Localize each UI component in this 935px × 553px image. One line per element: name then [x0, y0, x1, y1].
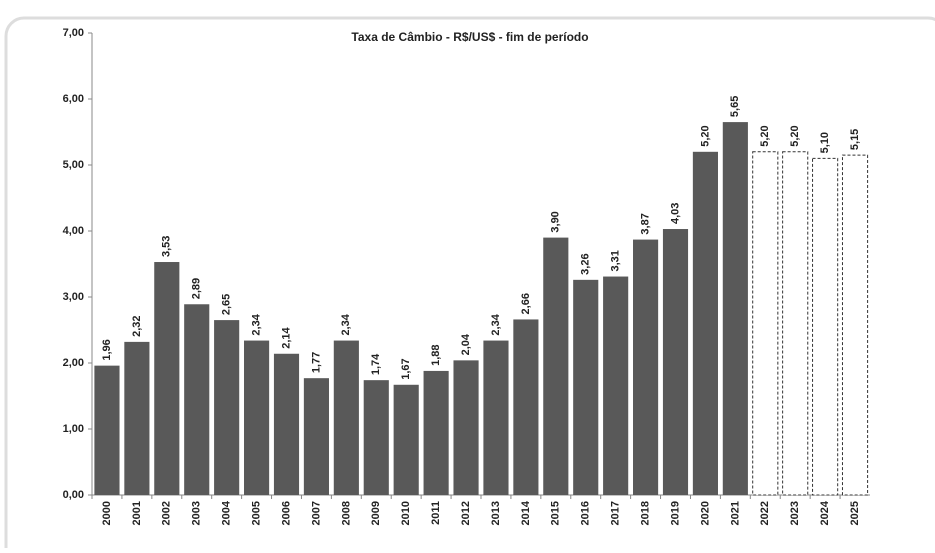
- bar: [603, 276, 629, 495]
- bar: [513, 319, 539, 495]
- value-label: 3,87: [639, 213, 651, 234]
- bar: [752, 151, 779, 496]
- value-label: 1,74: [370, 353, 382, 375]
- bar: [782, 151, 809, 496]
- bar: [124, 341, 150, 495]
- bar: [303, 378, 329, 495]
- x-tick-label: 2016: [580, 501, 592, 525]
- y-tick-label: 3,00: [63, 291, 84, 303]
- value-label: 2,34: [490, 313, 502, 335]
- x-tick-label: 2020: [699, 501, 711, 525]
- x-tick-label: 2003: [191, 501, 203, 525]
- value-label: 5,10: [819, 132, 831, 153]
- bar: [273, 353, 300, 495]
- value-label: 2,14: [280, 326, 292, 348]
- bar: [722, 122, 748, 495]
- x-tick-label: 2015: [550, 501, 562, 525]
- bar: [662, 229, 689, 495]
- y-tick-label: 6,00: [63, 93, 84, 105]
- y-tick-label: 5,00: [63, 159, 84, 171]
- x-tick-label: 2025: [849, 501, 861, 525]
- y-tick-label: 4,00: [63, 225, 84, 237]
- bar: [812, 157, 839, 496]
- value-label: 3,31: [610, 250, 622, 271]
- y-tick-label: 0,00: [63, 489, 84, 501]
- y-tick-label: 2,00: [63, 357, 84, 369]
- x-tick-label: 2021: [729, 501, 741, 525]
- bar: [214, 320, 240, 495]
- value-label: 2,32: [131, 315, 143, 336]
- value-label: 4,03: [669, 203, 681, 224]
- bar: [423, 370, 449, 495]
- value-label: 5,20: [699, 125, 711, 146]
- x-tick-label: 2006: [280, 501, 292, 525]
- value-label: 2,04: [460, 333, 472, 355]
- x-tick-label: 2002: [161, 501, 173, 525]
- value-label: 3,90: [550, 211, 562, 232]
- value-label: 5,20: [759, 125, 771, 146]
- value-label: 3,53: [161, 236, 173, 257]
- bar: [333, 340, 359, 495]
- bar: [393, 384, 419, 495]
- value-label: 1,67: [400, 358, 412, 379]
- bar: [841, 154, 869, 496]
- value-label: 2,34: [250, 313, 262, 335]
- value-label: 2,65: [221, 294, 233, 315]
- x-tick-label: 2023: [789, 501, 801, 525]
- x-tick-label: 2022: [759, 501, 771, 525]
- bar: [244, 340, 270, 495]
- bar: [453, 360, 479, 495]
- value-label: 3,26: [580, 253, 592, 274]
- x-tick-label: 2018: [639, 501, 651, 525]
- x-tick-label: 2007: [310, 501, 322, 525]
- value-label: 2,66: [520, 293, 532, 314]
- x-tick-label: 2001: [131, 501, 143, 525]
- bar: [692, 151, 718, 496]
- bar: [573, 279, 599, 495]
- x-tick-label: 2014: [520, 500, 532, 525]
- bar: [94, 365, 120, 495]
- value-label: 2,89: [191, 278, 203, 299]
- value-label: 5,15: [849, 129, 861, 150]
- bar: [184, 304, 210, 495]
- x-tick-label: 2009: [370, 501, 382, 525]
- value-label: 2,34: [340, 313, 352, 335]
- value-label: 5,20: [789, 125, 801, 146]
- x-tick-label: 2008: [340, 501, 352, 525]
- x-tick-label: 2005: [250, 501, 262, 525]
- y-tick-label: 7,00: [63, 27, 84, 39]
- x-tick-label: 2000: [101, 501, 113, 525]
- bar: [543, 237, 569, 495]
- value-label: 1,77: [310, 352, 322, 373]
- value-label: 1,96: [101, 339, 113, 360]
- value-label: 5,65: [729, 96, 741, 117]
- x-tick-label: 2019: [669, 501, 681, 525]
- x-tick-label: 2024: [819, 500, 831, 525]
- bar: [363, 380, 389, 495]
- bar: [633, 239, 659, 495]
- bar: [483, 340, 509, 495]
- y-tick-label: 1,00: [63, 423, 84, 435]
- x-tick-label: 2013: [490, 501, 502, 525]
- x-tick-label: 2004: [221, 500, 233, 525]
- frame: [4, 16, 935, 553]
- x-tick-label: 2017: [610, 501, 622, 525]
- x-tick-label: 2010: [400, 501, 412, 525]
- x-tick-label: 2011: [430, 501, 442, 525]
- value-label: 1,88: [430, 344, 442, 365]
- bar: [154, 262, 180, 495]
- x-tick-label: 2012: [460, 501, 472, 525]
- chart-title: Taxa de Câmbio - R$/US$ - fim de período: [351, 30, 588, 44]
